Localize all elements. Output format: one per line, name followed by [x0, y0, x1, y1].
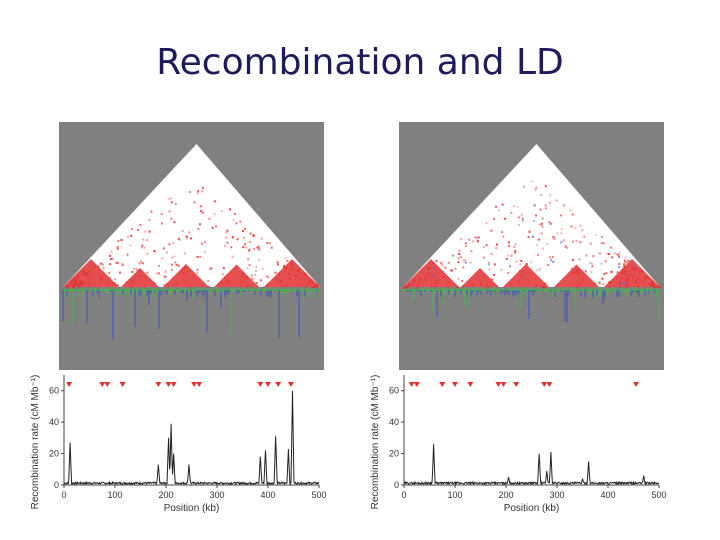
hotspot-marker: [467, 382, 474, 387]
y-tick-label: 20: [49, 449, 59, 459]
hotspot-markers: [408, 382, 640, 387]
hotspot-marker: [413, 382, 420, 387]
x-tick-label: 0: [61, 490, 66, 500]
x-tick-label: 400: [260, 490, 275, 500]
hotspot-marker: [287, 382, 294, 387]
ld-heatmap-right: [399, 122, 664, 370]
recombination-chart-left: 0 100 200 300 400 500 0 20 40 60 Position (kb) Reco…: [24, 345, 339, 525]
x-tick-label: 300: [209, 490, 224, 500]
y-axis-label: Recombination rate (cM Mb⁻¹): [370, 375, 381, 510]
hotspot-marker: [275, 382, 282, 387]
ld-triangle: [403, 144, 662, 289]
hotspot-marker: [408, 382, 415, 387]
recombination-rate-line: [403, 444, 660, 486]
y-tick-label: 40: [49, 417, 59, 427]
y-tick-label: 60: [49, 386, 59, 396]
hotspot-marker: [452, 382, 458, 387]
variant-trace: [62, 289, 320, 340]
x-tick-label: 100: [447, 490, 462, 500]
hotspot-marker: [196, 382, 203, 387]
x-axis-label: Position (kb): [504, 503, 560, 514]
hotspot-marker: [546, 382, 553, 387]
hotspot-marker: [633, 382, 640, 387]
hotspot-marker: [257, 382, 264, 387]
hotspot-marker: [165, 382, 172, 387]
y-tick-label: 0: [54, 480, 59, 490]
hotspot-marker: [170, 382, 177, 387]
x-tick-label: 100: [107, 490, 122, 500]
population-label: CHB+JPT: [333, 231, 378, 242]
slide-title: Recombination and LD: [156, 42, 564, 83]
x-tick-label: 500: [651, 490, 666, 500]
axes: 0 100 200 300 400 500 0 20 40 60 Position (kb) Reco…: [30, 375, 327, 514]
x-tick-label: 200: [498, 490, 513, 500]
y-tick-label: 0: [394, 480, 399, 490]
hotspot-marker: [66, 382, 73, 387]
y-tick-label: 20: [389, 449, 399, 459]
x-tick-label: 500: [311, 490, 326, 500]
hotspot-markers: [66, 382, 294, 387]
hotspot-marker: [104, 382, 111, 387]
x-tick-label: 0: [401, 490, 406, 500]
axes: 0 100 200 300 400 500 0 20 40 60 Position (kb) Reco…: [370, 375, 667, 514]
x-tick-label: 400: [600, 490, 615, 500]
recombination-chart-right: 0 100 200 300 400 500 0 20 40 60 Position (kb) Reco…: [364, 345, 679, 525]
hotspot-marker: [265, 382, 271, 387]
ld-heatmap-left: [59, 122, 324, 370]
recombination-rate-line: [63, 390, 320, 486]
hotspot-marker: [541, 382, 548, 387]
hotspot-marker: [119, 382, 126, 387]
hotspot-marker: [513, 382, 520, 387]
ld-triangle: [63, 144, 320, 289]
hotspot-marker: [155, 382, 162, 387]
variant-trace: [402, 289, 660, 323]
hotspot-marker: [500, 382, 507, 387]
y-tick-label: 40: [389, 417, 399, 427]
hotspot-marker: [191, 382, 198, 387]
x-tick-label: 300: [549, 490, 564, 500]
x-tick-label: 200: [158, 490, 173, 500]
y-axis-label: Recombination rate (cM Mb⁻¹): [30, 375, 41, 510]
y-tick-label: 60: [389, 386, 399, 396]
hotspot-marker: [495, 382, 502, 387]
x-axis-label: Position (kb): [164, 503, 220, 514]
hotspot-marker: [99, 382, 106, 387]
hotspot-marker: [439, 382, 446, 387]
